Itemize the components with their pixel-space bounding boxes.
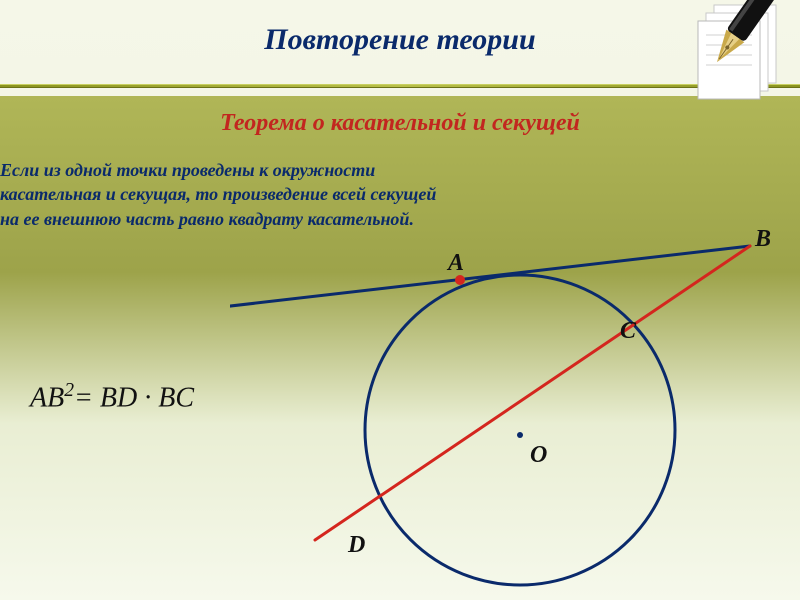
label-O: O (530, 442, 547, 469)
subtitle: Теорема о касательной и секущей (0, 110, 800, 137)
formula-rhs-b: BC (158, 382, 194, 413)
label-B: B (755, 226, 771, 253)
geometry-diagram: A B C D O (230, 210, 790, 590)
page-title: Повторение теории (264, 23, 535, 57)
label-C: C (620, 318, 636, 345)
diagram-svg (230, 210, 790, 590)
formula-eq: = (74, 382, 100, 413)
slide-root: Повторение теории (0, 0, 800, 600)
formula-rhs-a: BD (100, 382, 137, 413)
formula-dot: · (137, 382, 158, 413)
formula-exp: 2 (64, 380, 74, 401)
fountain-pen-icon (650, 0, 790, 105)
label-D: D (348, 532, 365, 559)
formula: AB2= BD · BC (30, 380, 194, 414)
formula-lhs: AB (30, 382, 64, 413)
label-A: A (448, 250, 464, 277)
